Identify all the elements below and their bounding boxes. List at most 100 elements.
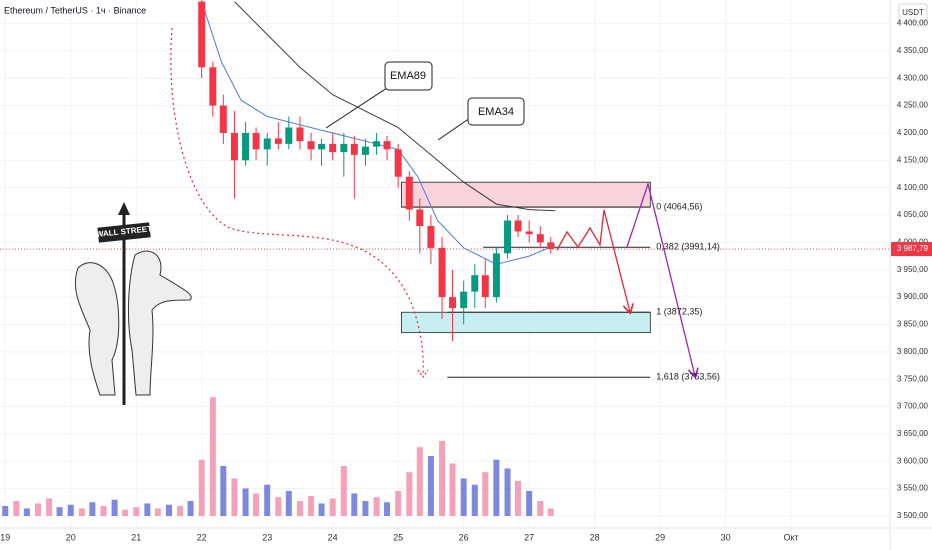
volume-bar xyxy=(547,508,554,516)
candle-body xyxy=(198,1,206,68)
volume-bar xyxy=(133,507,140,516)
candle-body xyxy=(525,231,533,235)
y-tick-label: 3 500,00 xyxy=(897,511,929,520)
x-tick-label: 19 xyxy=(0,532,10,542)
candle-body xyxy=(438,247,446,298)
x-tick-label: 25 xyxy=(393,532,403,542)
candle-body xyxy=(296,127,304,142)
candle-body xyxy=(252,132,260,150)
fib-label: 0 (4064,56) xyxy=(656,201,702,211)
volume-bar xyxy=(537,500,544,516)
x-tick-label: 28 xyxy=(590,532,600,542)
volume-bar xyxy=(384,502,391,516)
y-tick-label: 3 950,00 xyxy=(897,265,929,274)
callout-line xyxy=(437,117,471,141)
volume-bar xyxy=(329,498,336,516)
volume-bar xyxy=(406,472,413,516)
currency-box xyxy=(898,3,928,23)
ema-label: EMA89 xyxy=(390,70,426,82)
ema-line xyxy=(201,1,556,265)
volume-bar xyxy=(351,493,358,516)
y-tick-label: 4 300,00 xyxy=(897,73,929,82)
candle-body xyxy=(274,138,282,144)
y-tick-label: 3 800,00 xyxy=(897,347,929,356)
x-tick-label: Окт xyxy=(784,532,799,542)
volume-bar xyxy=(231,478,238,516)
fib-label: 1 (3872,35) xyxy=(656,307,702,317)
volume-bar xyxy=(504,468,511,516)
volume-bar xyxy=(318,503,325,516)
y-tick-label: 3 650,00 xyxy=(897,429,929,438)
y-tick-label: 3 750,00 xyxy=(897,374,929,383)
volume-bar xyxy=(362,500,369,516)
volume-bar xyxy=(177,505,184,516)
candle-body xyxy=(394,149,402,177)
volume-bar xyxy=(526,490,533,516)
volume-bar xyxy=(187,500,194,516)
y-tick-label: 4 150,00 xyxy=(897,155,929,164)
volume-bar xyxy=(515,480,522,516)
y-tick-label: 4 050,00 xyxy=(897,210,929,219)
volume-bar xyxy=(46,498,53,516)
candle-body xyxy=(481,275,489,298)
volume-bar xyxy=(471,484,478,516)
y-tick-label: 3 550,00 xyxy=(897,484,929,493)
callout-line xyxy=(325,85,391,129)
y-tick-label: 4 400,00 xyxy=(897,19,929,28)
volume-bar xyxy=(439,440,446,516)
volume-bar xyxy=(373,497,380,516)
zone xyxy=(401,181,651,208)
x-tick-label: 24 xyxy=(328,532,338,542)
volume-bar xyxy=(13,500,20,516)
candle-body xyxy=(230,132,238,161)
currency: USDT xyxy=(902,8,924,17)
candle-body xyxy=(492,253,500,298)
callout-box xyxy=(384,61,433,91)
candle-body xyxy=(350,143,358,155)
ema-label: EMA34 xyxy=(478,106,514,118)
fib-label: 1,618 (3753,56) xyxy=(656,372,720,382)
last-price-label: 3 987,79 xyxy=(897,244,929,253)
candle-body xyxy=(416,209,424,226)
volume-bar xyxy=(308,495,315,516)
callout-box xyxy=(467,97,525,126)
x-tick-label: 20 xyxy=(66,532,76,542)
last-price-box xyxy=(891,242,932,257)
y-tick-label: 3 700,00 xyxy=(897,402,929,411)
volume-bar xyxy=(449,463,456,516)
volume-bar xyxy=(395,490,402,516)
x-tick-label: 22 xyxy=(197,532,207,542)
x-tick-label: 26 xyxy=(459,532,469,542)
volume-bar xyxy=(253,493,260,516)
volume-bar xyxy=(296,500,303,516)
volume-bar xyxy=(340,465,347,516)
candle-body xyxy=(307,141,315,150)
volume-bar xyxy=(482,472,489,516)
y-tick-label: 4 100,00 xyxy=(897,183,929,192)
chart-title: Ethereum / TetherUS · 1ч · Binance xyxy=(4,5,146,15)
x-tick-label: 30 xyxy=(721,532,731,542)
candle-body xyxy=(514,220,522,232)
volume-bar xyxy=(56,507,63,516)
volume-bar xyxy=(122,509,129,516)
candle-body xyxy=(427,225,435,248)
candle-body xyxy=(504,220,512,254)
candle-body xyxy=(209,67,217,106)
volume-bar xyxy=(460,478,467,516)
x-tick-label: 23 xyxy=(262,532,272,542)
volume-bar xyxy=(144,503,151,516)
volume-bar xyxy=(285,490,292,516)
zone xyxy=(401,311,651,334)
volume-bar xyxy=(493,459,500,516)
projection-purple xyxy=(626,181,695,376)
volume-bar xyxy=(111,499,118,516)
forecast-arrow xyxy=(417,369,429,379)
candle-body xyxy=(460,291,468,309)
candle-body xyxy=(340,143,348,153)
y-tick-label: 3 850,00 xyxy=(897,320,929,329)
volume-bar xyxy=(89,502,96,516)
y-tick-label: 4 350,00 xyxy=(897,46,929,55)
volume-bar xyxy=(220,465,227,516)
candle-body xyxy=(449,297,457,309)
